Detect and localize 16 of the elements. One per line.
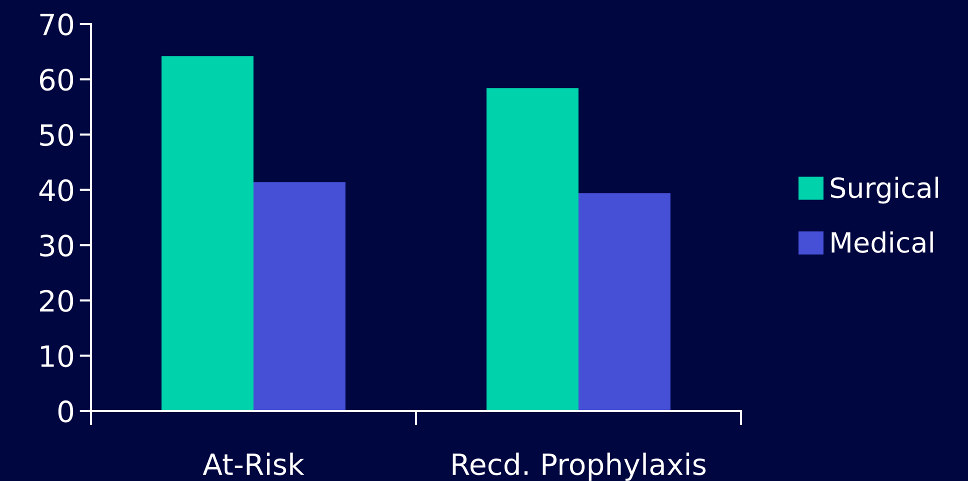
y-tick-label: 60: [40, 68, 74, 91]
x-tick-label: At-Risk: [202, 452, 304, 476]
y-tick-label: 70: [40, 13, 74, 36]
y-tick-label: 30: [40, 234, 74, 257]
y-tick-label: 10: [41, 345, 74, 368]
y-tick-label: 20: [40, 290, 74, 312]
y-tick-label: 0: [58, 400, 74, 422]
x-tick-label: Recd. Prophylaxis: [452, 452, 706, 481]
bar: [254, 182, 346, 411]
y-tick-label: 50: [40, 124, 74, 146]
bar: [486, 88, 578, 411]
legend-label: Medical: [832, 231, 933, 253]
legend-label: Surgical: [830, 176, 938, 204]
bar: [578, 193, 670, 411]
y-tick-label: 40: [39, 179, 74, 202]
bar: [162, 56, 254, 411]
